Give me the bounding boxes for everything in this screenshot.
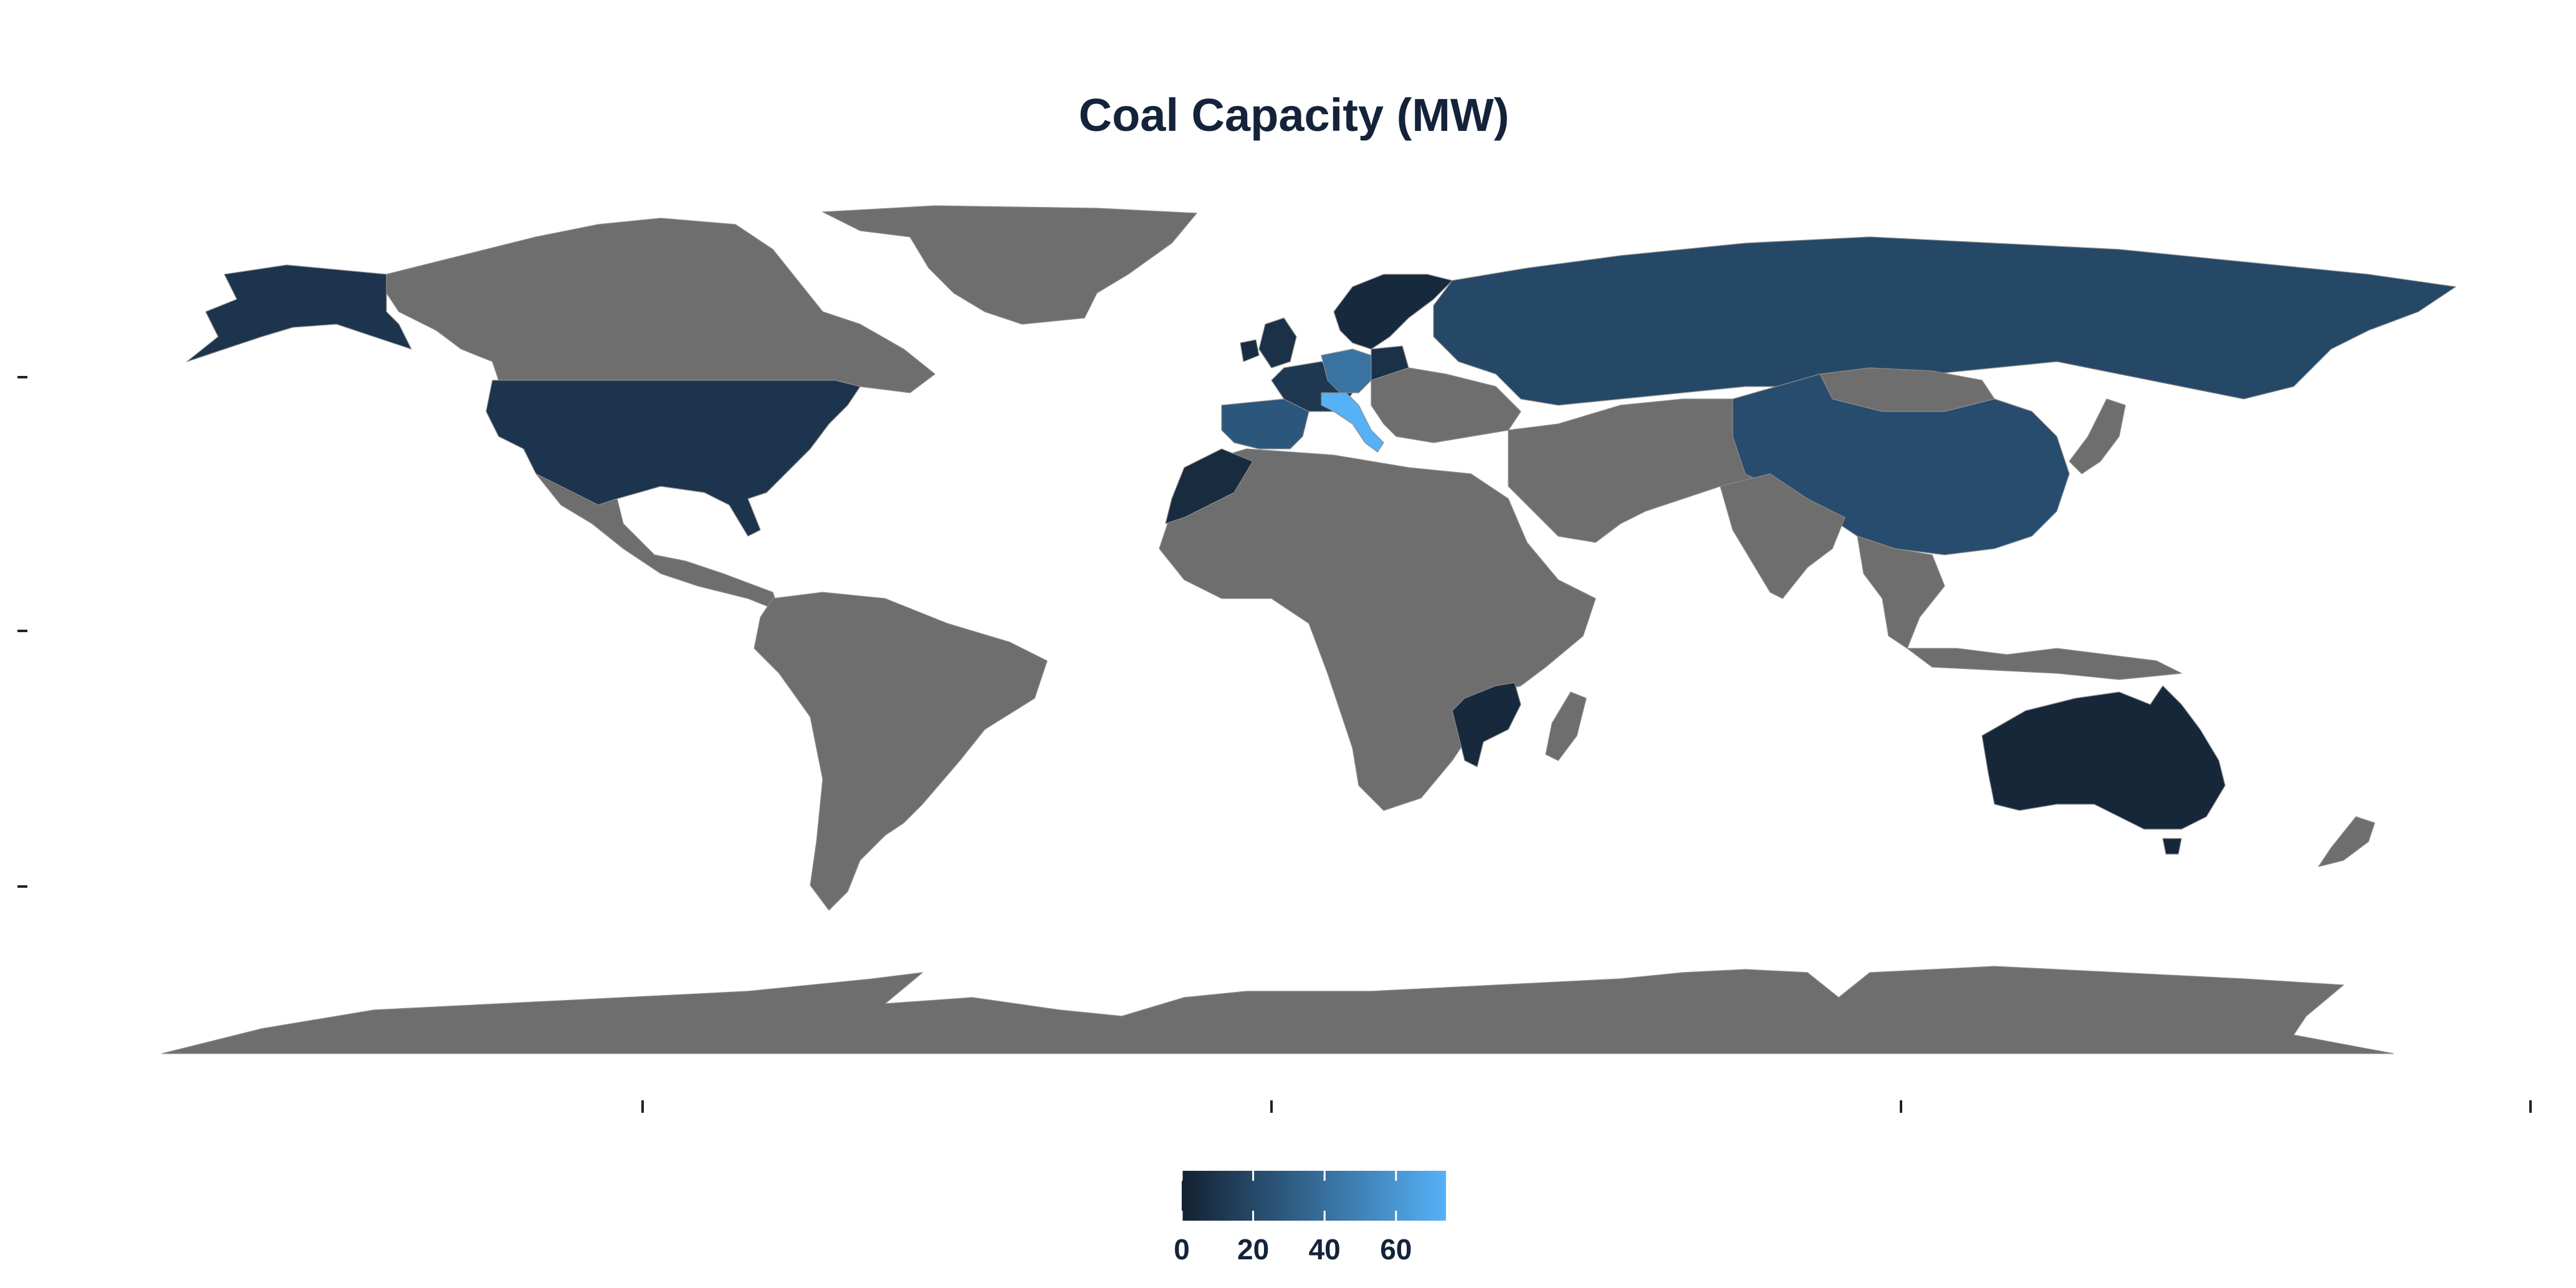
legend-colorbar: [1182, 1171, 1446, 1221]
region-india: [1720, 473, 1846, 599]
region-new-zealand: [2318, 816, 2375, 867]
legend-tick-label: 40: [1309, 1233, 1341, 1266]
region-russia: [1433, 236, 2456, 406]
region-japan: [2069, 398, 2126, 474]
region-united-kingdom: [1258, 317, 1297, 368]
region-tasmania: [2162, 838, 2182, 855]
region-scandinavia: [1333, 274, 1453, 350]
region-antarctica: [161, 966, 2394, 1054]
region-united-states: [486, 380, 861, 537]
legend-labels: 0 20 40 60: [1174, 1233, 1412, 1266]
legend-tick-label: 0: [1174, 1233, 1190, 1266]
region-alaska: [186, 264, 412, 362]
region-eastern-europe: [1371, 367, 1521, 443]
region-germany: [1321, 348, 1372, 393]
x-axis-ticks: [641, 1100, 2532, 1113]
region-mozambique: [1452, 682, 1521, 767]
region-morocco: [1165, 448, 1253, 524]
region-madagascar: [1545, 691, 1587, 761]
y-axis-ticks: [17, 376, 27, 888]
region-south-america: [754, 592, 1048, 911]
color-legend: 0 20 40 60: [1174, 1171, 1446, 1266]
map-regions: [161, 205, 2456, 1054]
region-spain: [1221, 398, 1310, 449]
legend-tick-label: 20: [1237, 1233, 1269, 1266]
region-italy: [1321, 392, 1384, 453]
region-australia: [1981, 685, 2226, 830]
region-indonesia: [1907, 648, 2182, 680]
legend-tick-label: 60: [1380, 1233, 1412, 1266]
legend-ticks: [1180, 1171, 1397, 1221]
map-title: Coal Capacity (MW): [1079, 89, 1510, 141]
region-ireland: [1240, 339, 1260, 362]
region-greenland: [822, 205, 1197, 325]
region-southeast-asia: [1857, 536, 1945, 649]
region-canada: [386, 218, 936, 393]
